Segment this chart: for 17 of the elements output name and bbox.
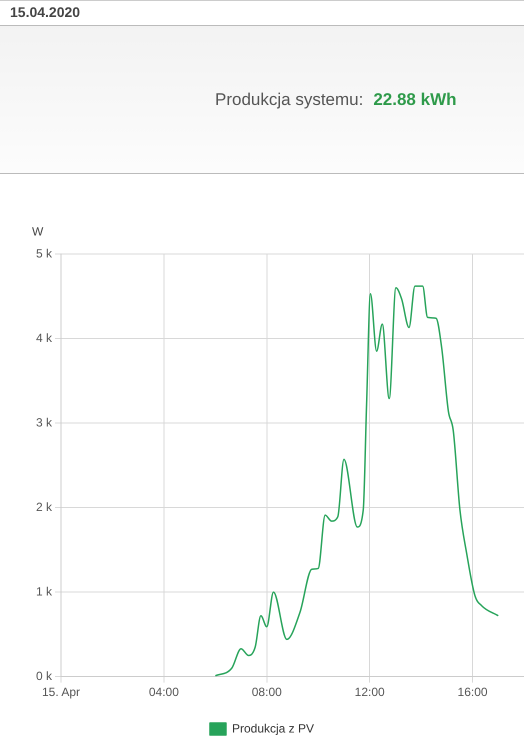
line-series: [214, 285, 500, 677]
y-tick-label: 5 k: [36, 246, 53, 260]
chart-title: 15.04.2020: [9, 3, 82, 20]
y-tick-label: 4 k: [36, 330, 53, 345]
text: 22.88 kWh: [373, 90, 456, 109]
x-tick-label: 08:00: [252, 685, 282, 700]
x-tick-label: 15. Apr: [42, 685, 80, 700]
y-tick-label: 3 k: [36, 415, 53, 430]
y-tick-label: 2 k: [36, 500, 53, 514]
x-tick-label: 04:00: [148, 685, 180, 700]
y-axis-title: W: [32, 224, 44, 238]
text: Produkcja systemu:: [215, 90, 364, 109]
y-tick-label: 1 k: [36, 584, 53, 598]
y-tick-label: 0 k: [36, 668, 53, 683]
x-tick-label: 16:00: [458, 685, 488, 700]
x-tick-label: 12:00: [354, 685, 386, 700]
legend-label: Produkcja z PV: [232, 721, 314, 736]
